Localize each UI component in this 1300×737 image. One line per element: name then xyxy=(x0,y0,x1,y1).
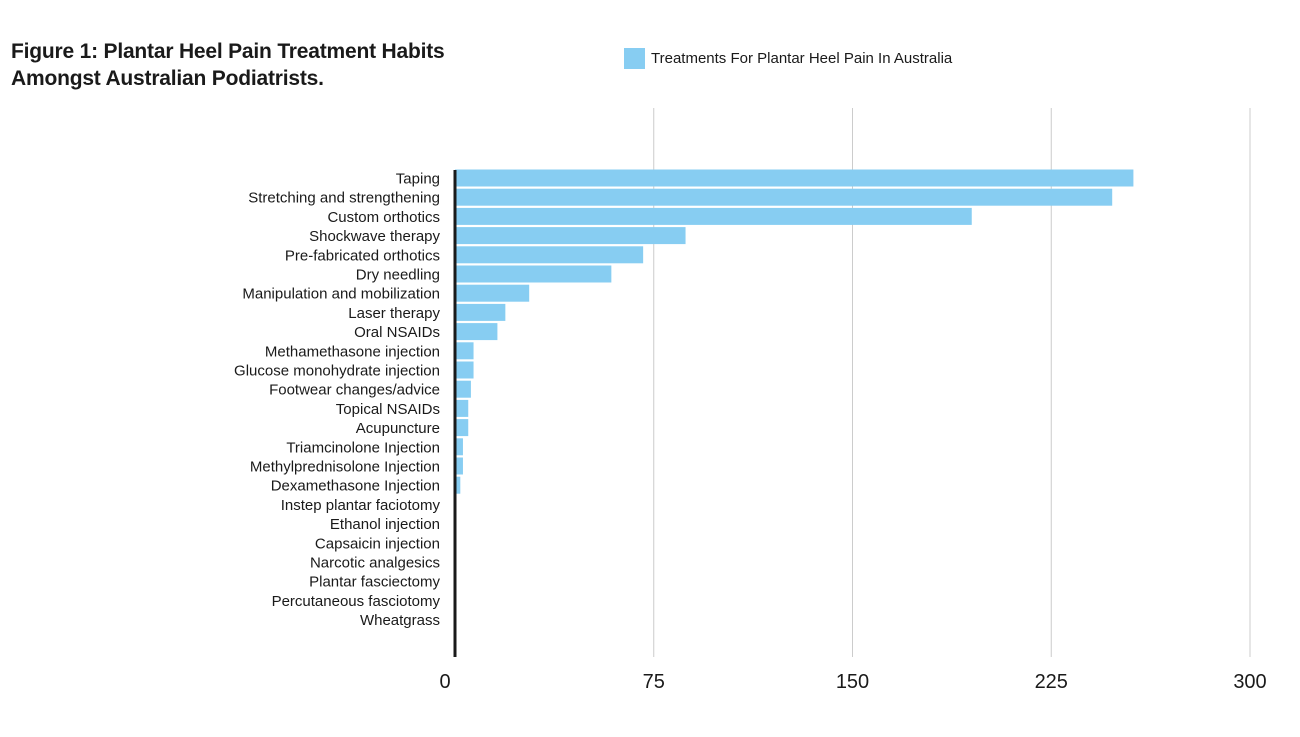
category-labels: Taping Stretching and strengthening Custom… xyxy=(234,171,440,630)
bar xyxy=(455,342,474,360)
bar xyxy=(455,265,612,283)
bar xyxy=(455,380,471,398)
bar xyxy=(455,227,686,245)
category-label: Methylprednisolone Injection xyxy=(250,459,440,476)
bar xyxy=(455,246,644,264)
category-label: Dry needling xyxy=(356,267,440,284)
category-label: Custom orthotics xyxy=(327,209,440,226)
bar xyxy=(455,361,474,379)
bar xyxy=(455,419,469,437)
category-label: Stretching and strengthening xyxy=(248,190,440,207)
x-tick-label: 0 xyxy=(439,671,450,693)
category-label: Topical NSAIDs xyxy=(336,401,440,418)
category-label: Dexamethasone Injection xyxy=(271,478,440,495)
legend-swatch xyxy=(624,47,645,69)
category-label: Ethanol injection xyxy=(330,516,440,533)
category-label: Narcotic analgesics xyxy=(310,555,440,572)
bars xyxy=(455,169,1134,494)
bar xyxy=(455,188,1113,206)
bar xyxy=(455,399,469,417)
bar xyxy=(455,303,506,321)
category-label: Manipulation and mobilization xyxy=(242,286,440,303)
x-tick-label: 300 xyxy=(1233,671,1266,693)
category-label: Acupuncture xyxy=(356,420,440,437)
chart-title: Figure 1: Plantar Heel Pain Treatment Ha… xyxy=(11,40,445,90)
bar xyxy=(455,323,498,341)
category-label: Instep plantar faciotomy xyxy=(281,497,441,514)
category-label: Methamethasone injection xyxy=(265,343,440,360)
category-label: Glucose monohydrate injection xyxy=(234,363,440,380)
category-label: Taping xyxy=(396,171,440,188)
category-label: Percutaneous fasciotomy xyxy=(272,593,441,610)
category-label: Wheatgrass xyxy=(360,612,440,629)
legend-label: Treatments For Plantar Heel Pain In Aust… xyxy=(651,49,953,67)
category-label: Plantar fasciectomy xyxy=(309,574,440,591)
category-label: Laser therapy xyxy=(348,305,440,322)
x-tick-labels: 0 75 150 225 300 xyxy=(439,671,1266,693)
bar xyxy=(455,457,463,475)
category-label: Shockwave therapy xyxy=(309,228,440,245)
x-tick-label: 150 xyxy=(836,671,869,693)
bar xyxy=(455,284,530,302)
bar xyxy=(455,169,1134,187)
bar xyxy=(455,438,463,456)
x-tick-label: 75 xyxy=(643,671,665,693)
chart-legend: Treatments For Plantar Heel Pain In Aust… xyxy=(624,46,952,70)
bar xyxy=(455,476,461,494)
category-label: Triamcinolone Injection xyxy=(286,439,440,456)
category-label: Footwear changes/advice xyxy=(269,382,440,399)
category-label: Capsaicin injection xyxy=(315,535,440,552)
category-label: Pre-fabricated orthotics xyxy=(285,247,440,264)
x-tick-label: 225 xyxy=(1035,671,1068,693)
bar xyxy=(455,207,972,225)
category-label: Oral NSAIDs xyxy=(354,324,440,341)
